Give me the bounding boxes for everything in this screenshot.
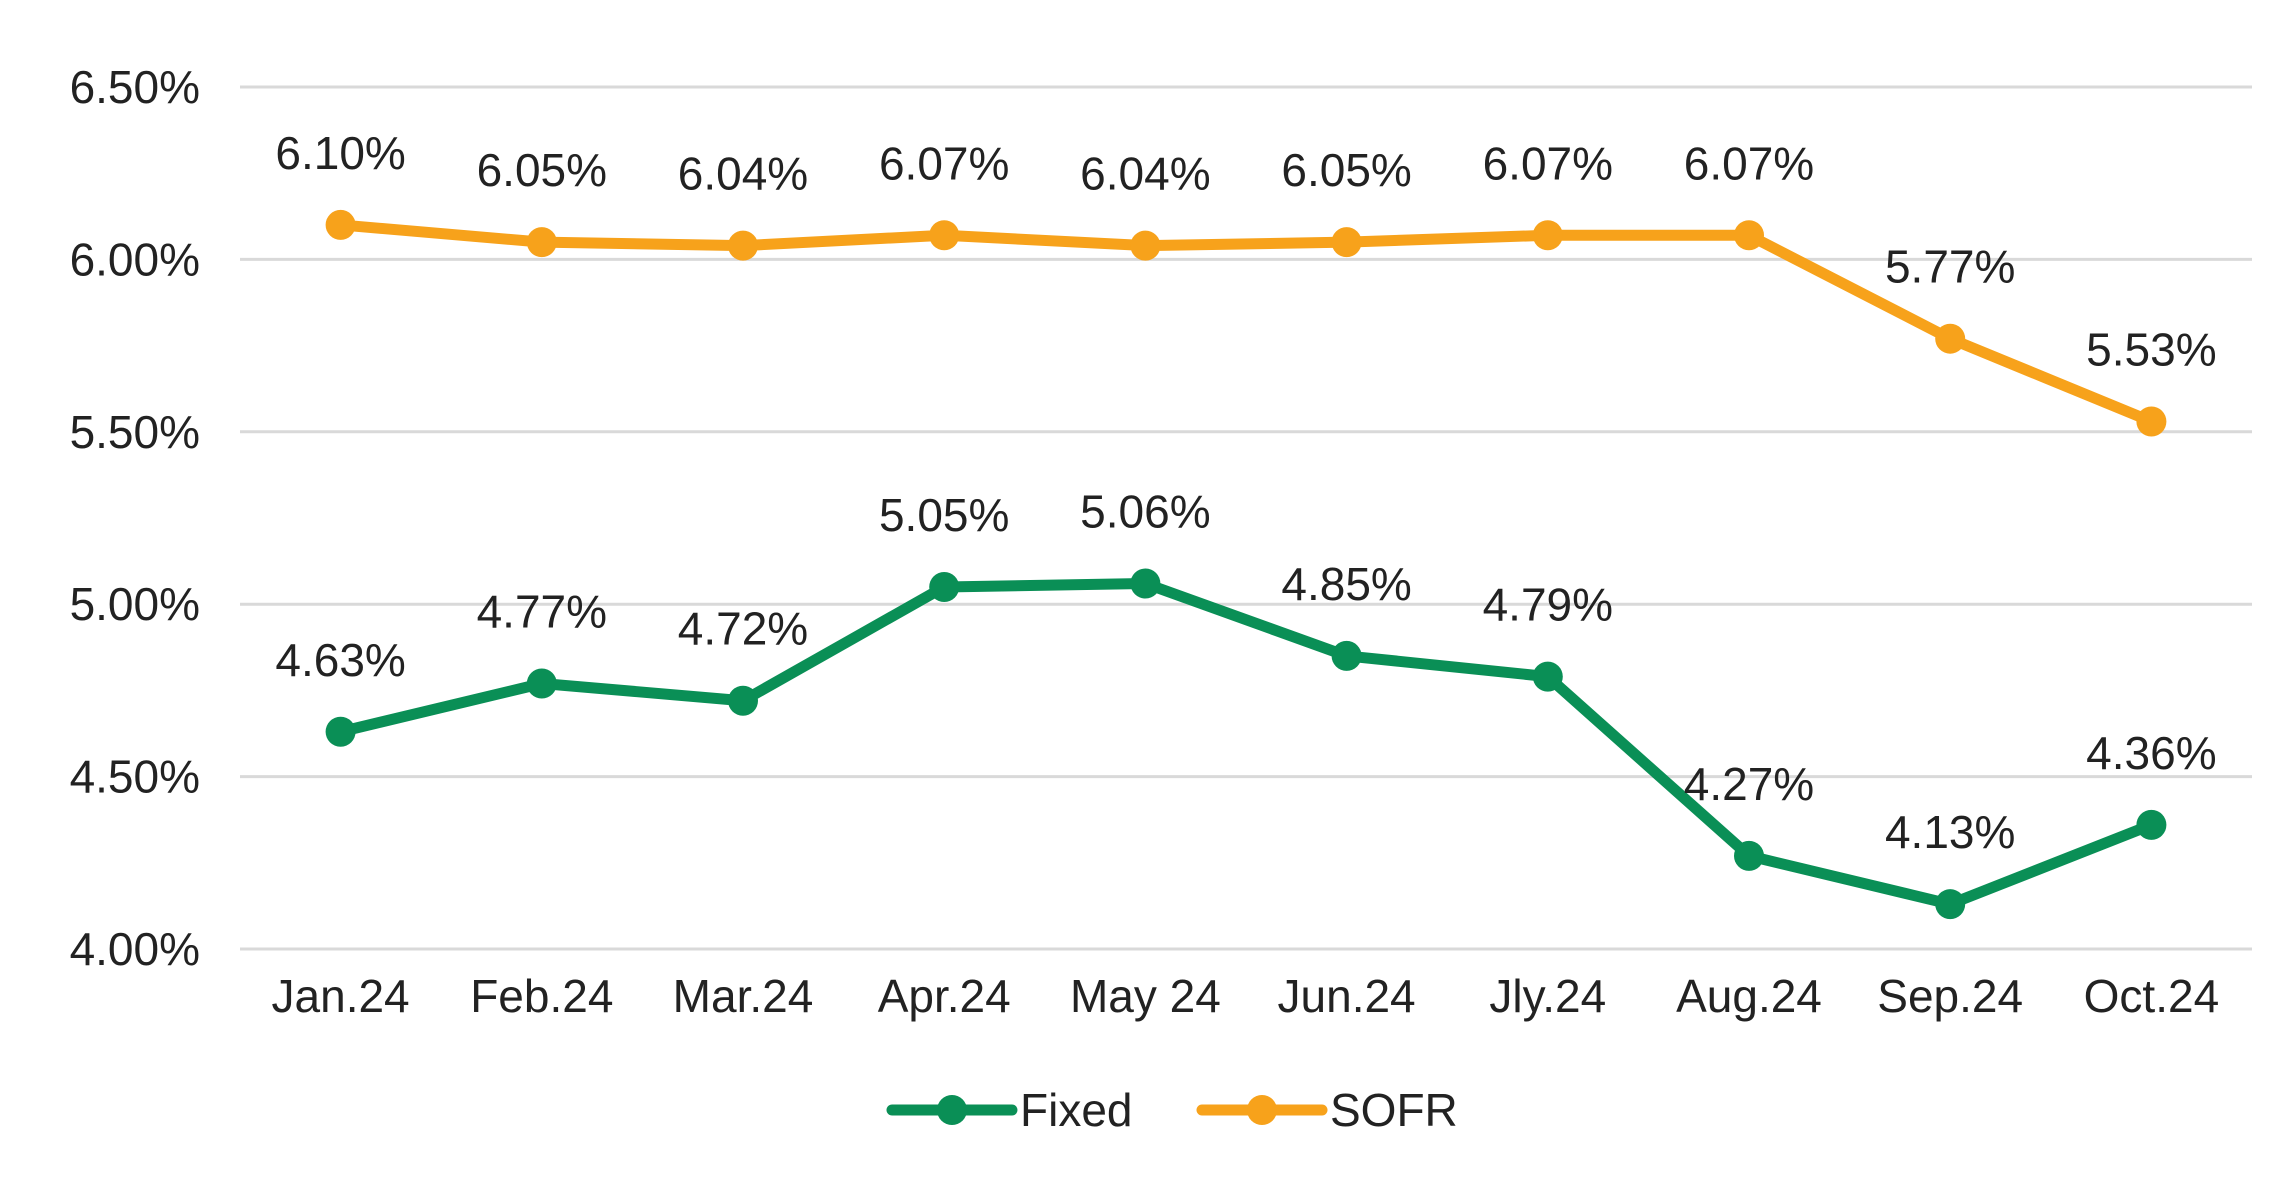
data-point-fixed [1130,568,1161,599]
data-point-fixed [1734,840,1764,871]
data-point-sofr [1532,220,1563,251]
data-label-fixed: 4.27% [1684,758,1814,810]
data-point-fixed [1532,661,1563,692]
data-label-fixed: 4.77% [477,586,607,638]
data-point-sofr [1130,230,1161,261]
x-tick-label: Jan.24 [272,970,410,1022]
series-lines [325,209,2167,920]
data-point-fixed [929,571,960,602]
data-label-sofr: 6.04% [1080,148,1210,200]
data-label-sofr: 5.53% [2086,323,2216,375]
data-point-sofr [1935,323,1966,354]
data-label-fixed: 4.72% [678,603,808,655]
data-label-sofr: 6.05% [1281,144,1411,196]
data-point-fixed [2136,809,2167,840]
x-tick-label: Apr.24 [878,970,1011,1022]
y-tick-label: 4.50% [70,751,200,803]
x-tick-label: Feb.24 [470,970,613,1022]
legend-swatch-marker-sofr [1247,1095,1277,1125]
series-line-sofr [335,219,2157,427]
data-label-fixed: 4.79% [1483,579,1613,631]
x-tick-label: Jly.24 [1489,970,1606,1022]
data-label-sofr: 6.10% [275,127,405,179]
data-label-fixed: 5.05% [879,489,1009,541]
x-tick-label: Mar.24 [673,970,814,1022]
data-point-fixed [325,716,356,747]
y-tick-label: 6.50% [70,61,200,113]
legend-label-fixed: Fixed [1020,1084,1132,1136]
data-point-fixed [526,668,557,699]
x-tick-label: Sep.24 [1877,970,2023,1022]
data-point-sofr [1734,220,1764,251]
data-label-fixed: 4.85% [1281,558,1411,610]
legend: Fixed SOFR [886,1084,1458,1136]
data-label-sofr: 6.07% [879,137,1009,189]
legend-label-sofr: SOFR [1330,1084,1458,1136]
x-tick-label: May 24 [1070,970,1221,1022]
data-point-fixed [1935,889,1966,920]
data-label-fixed: 4.36% [2086,727,2216,779]
data-label-fixed: 5.06% [1080,486,1210,538]
data-labels: 4.63% 4.77% 4.72% 5.05% 5.06% 4.85% 4.79% 4.27%… [275,127,2216,858]
legend-swatch-marker-fixed [937,1095,967,1125]
data-label-sofr: 6.07% [1684,137,1814,189]
y-tick-label: 5.00% [70,578,200,630]
x-tick-label: Jun.24 [1278,970,1416,1022]
data-label-sofr: 6.07% [1483,137,1613,189]
data-point-sofr [728,230,758,261]
data-point-sofr [2136,406,2167,437]
x-axis-tick-labels: Jan.24 Feb.24 Mar.24 Apr.24 May 24 Jun.24 Jly.… [272,970,2220,1022]
y-tick-label: 5.50% [70,406,200,458]
y-tick-label: 6.00% [70,233,200,285]
x-tick-label: Oct.24 [2084,970,2220,1022]
data-point-fixed [728,685,758,716]
data-label-sofr: 5.77% [1885,241,2015,293]
data-point-sofr [1331,227,1362,258]
y-axis-tick-labels: 4.00% 4.50% 5.00% 5.50% 6.00% 6.50% [70,61,200,975]
x-tick-label: Aug.24 [1676,970,1822,1022]
y-tick-label: 4.00% [70,923,200,975]
gridlines [240,85,2252,951]
data-label-fixed: 4.63% [275,634,405,686]
data-point-sofr [929,220,960,251]
data-point-sofr [325,209,356,240]
series-line-fixed [335,578,2157,910]
data-label-sofr: 6.05% [477,144,607,196]
data-point-sofr [526,227,557,258]
data-label-sofr: 6.04% [678,148,808,200]
data-label-fixed: 4.13% [1885,806,2015,858]
data-point-fixed [1331,640,1362,671]
